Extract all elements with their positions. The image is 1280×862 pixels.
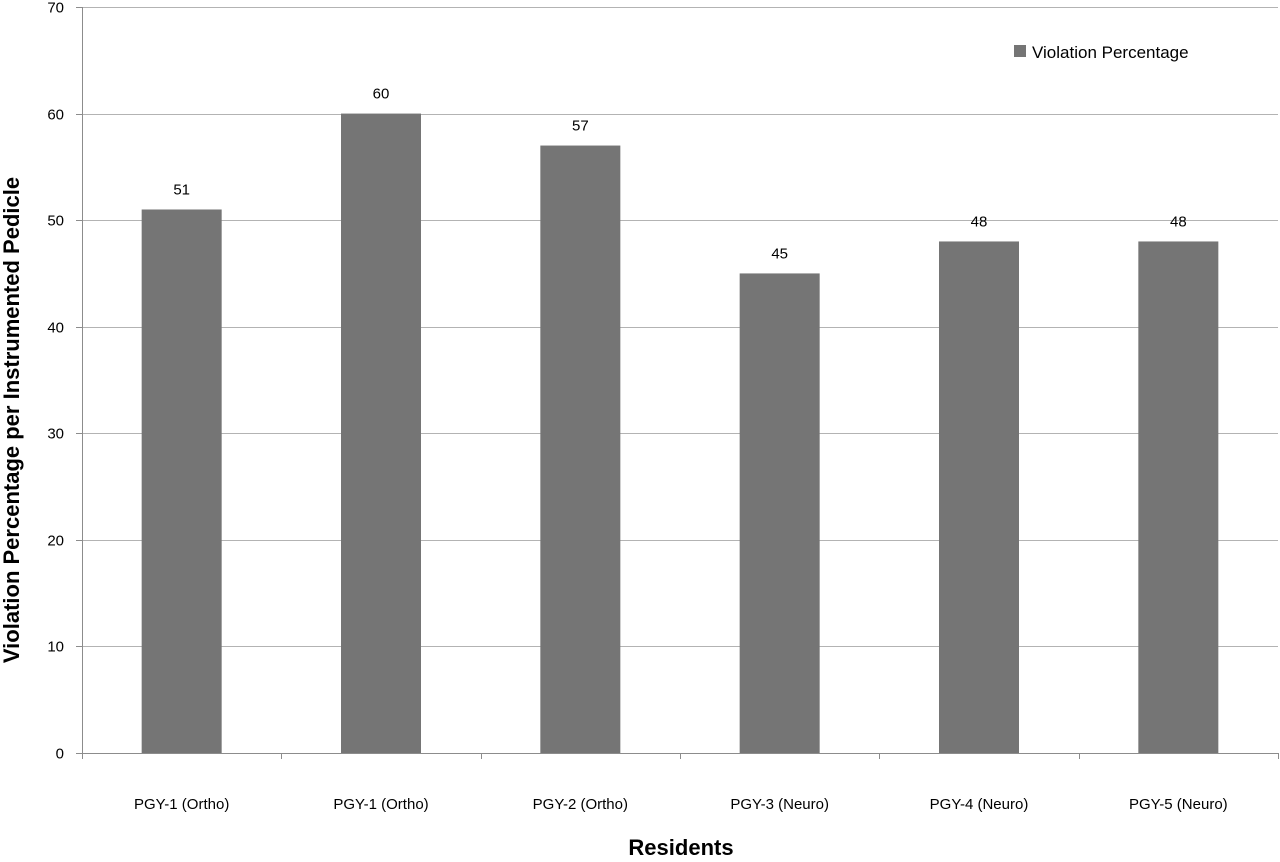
bars — [141, 113, 1219, 754]
x-tick-label: PGY-4 (Neuro) — [930, 796, 1029, 813]
legend: Violation Percentage — [1014, 43, 1189, 62]
x-tick-label: PGY-1 (Ortho) — [134, 796, 229, 813]
x-tick-label: PGY-3 (Neuro) — [730, 796, 829, 813]
bar — [739, 273, 820, 753]
bar — [341, 113, 421, 754]
x-tick-label: PGY-2 (Ortho) — [533, 796, 628, 813]
bar — [141, 209, 222, 753]
bar — [939, 241, 1019, 753]
x-tick-label: PGY-1 (Ortho) — [333, 796, 428, 813]
data-label: 48 — [1170, 213, 1187, 230]
y-tick-label: 40 — [47, 320, 64, 337]
y-tick-label: 30 — [47, 426, 64, 443]
y-tick-label: 20 — [47, 533, 64, 550]
data-label: 48 — [971, 213, 988, 230]
bar — [540, 145, 621, 754]
legend-label: Violation Percentage — [1032, 43, 1189, 62]
labels: 0 10 20 30 40 50 60 70 51 PGY-1 (Ortho) 60 PGY-1 (O… — [47, 0, 1227, 813]
data-label: 60 — [373, 86, 390, 103]
y-tick-label: 60 — [47, 107, 64, 124]
gridlines — [82, 7, 1278, 647]
y-axis-title: Violation Percentage per Instrumented Pe… — [0, 177, 24, 663]
y-tick-label: 70 — [47, 0, 64, 17]
legend-swatch — [1014, 45, 1026, 57]
y-tick-label: 50 — [47, 213, 64, 230]
x-tick-label: PGY-5 (Neuro) — [1129, 796, 1228, 813]
axes — [76, 7, 1279, 759]
y-tick-label: 10 — [47, 639, 64, 656]
x-axis-title: Residents — [628, 835, 733, 857]
data-label: 51 — [173, 181, 190, 198]
y-tick-label: 0 — [56, 746, 64, 763]
bar — [1138, 241, 1219, 753]
data-label: 57 — [572, 118, 589, 135]
data-label: 45 — [771, 245, 788, 262]
